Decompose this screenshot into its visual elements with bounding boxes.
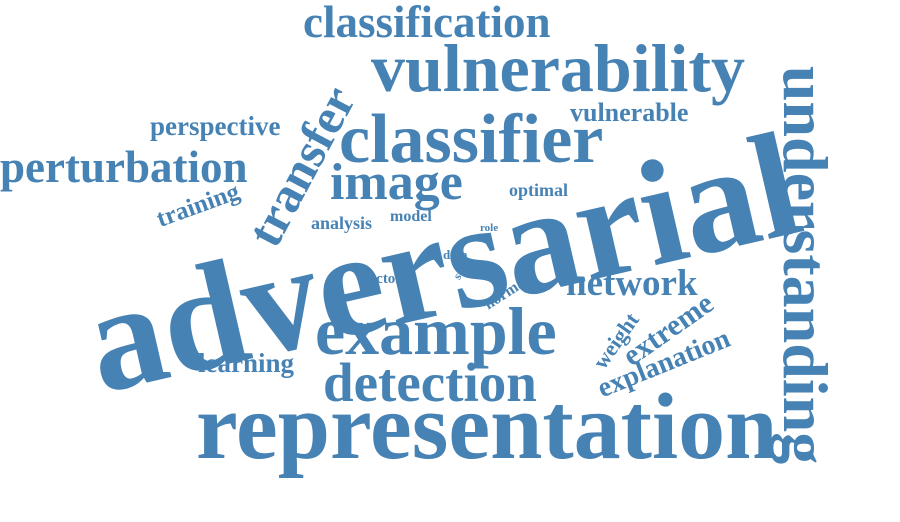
word-data: data bbox=[443, 247, 468, 262]
word-vulnerability: vulnerability bbox=[371, 30, 746, 106]
word-example: example bbox=[315, 293, 557, 369]
word-perspective: perspective bbox=[150, 111, 281, 141]
word-learning: learning bbox=[198, 348, 295, 378]
word-detection: detection bbox=[323, 352, 537, 413]
word-analysis: analysis bbox=[311, 213, 373, 233]
word-understanding: understanding bbox=[770, 65, 842, 465]
word-perturbation: perturbation bbox=[0, 142, 248, 192]
word-model: model bbox=[390, 208, 432, 225]
word-vulnerable: vulnerable bbox=[570, 98, 689, 127]
word-classifier: classifier bbox=[339, 101, 604, 178]
word-representation: representation bbox=[196, 375, 778, 479]
word-image: image bbox=[330, 154, 463, 211]
word-optimal: optimal bbox=[509, 180, 569, 200]
word-network: network bbox=[566, 263, 698, 304]
word-classification: classification bbox=[303, 0, 551, 47]
word-vector: vector bbox=[362, 271, 402, 287]
word-role: role bbox=[480, 222, 499, 234]
